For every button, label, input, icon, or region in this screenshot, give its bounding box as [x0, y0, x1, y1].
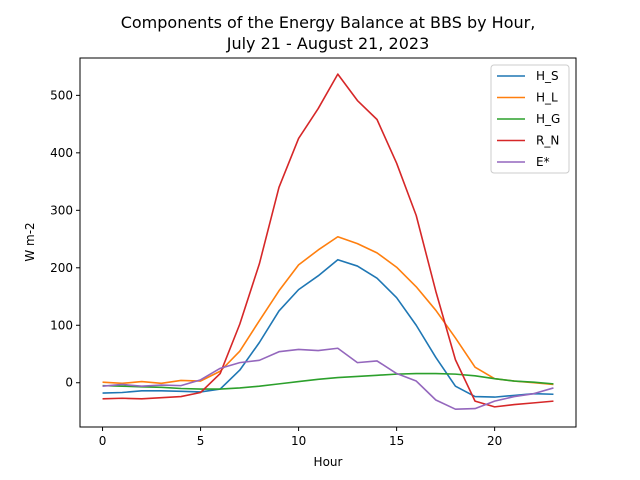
x-tick-label: 15 [389, 434, 404, 448]
chart-title: Components of the Energy Balance at BBS … [121, 13, 536, 32]
plot-lines [102, 73, 554, 410]
series-line-4 [102, 347, 554, 410]
plot-frame [79, 57, 577, 428]
y-axis-label: W m-2 [23, 222, 37, 261]
y-axis-ticks: 0 100 200 300 400 500 [50, 88, 80, 390]
x-axis-label: Hour [314, 455, 343, 469]
y-tick-label: 400 [50, 146, 73, 160]
x-tick-label: 5 [197, 434, 205, 448]
chart-subtitle: July 21 - August 21, 2023 [226, 34, 430, 53]
series-line-3 [102, 73, 554, 408]
legend-label-1: H_L [536, 91, 558, 105]
series-line-0 [102, 258, 554, 398]
x-tick-label: 10 [291, 434, 306, 448]
x-tick-label: 20 [487, 434, 502, 448]
y-tick-label: 300 [50, 203, 73, 217]
legend: H_S H_L H_G R_N E* [490, 64, 570, 174]
y-tick-label: 100 [50, 318, 73, 332]
legend-frame [490, 64, 570, 174]
legend-label-3: R_N [536, 134, 559, 148]
legend-label-2: H_G [536, 112, 560, 126]
legend-label-0: H_S [536, 69, 559, 83]
series-line-2 [102, 372, 554, 390]
x-tick-label: 0 [99, 434, 107, 448]
y-tick-label: 200 [50, 261, 73, 275]
legend-label-4: E* [536, 155, 550, 169]
y-tick-label: 0 [65, 376, 73, 390]
y-tick-label: 500 [50, 88, 73, 102]
series-line-1 [102, 235, 554, 386]
x-axis-ticks: 0 5 10 15 20 [99, 427, 502, 448]
